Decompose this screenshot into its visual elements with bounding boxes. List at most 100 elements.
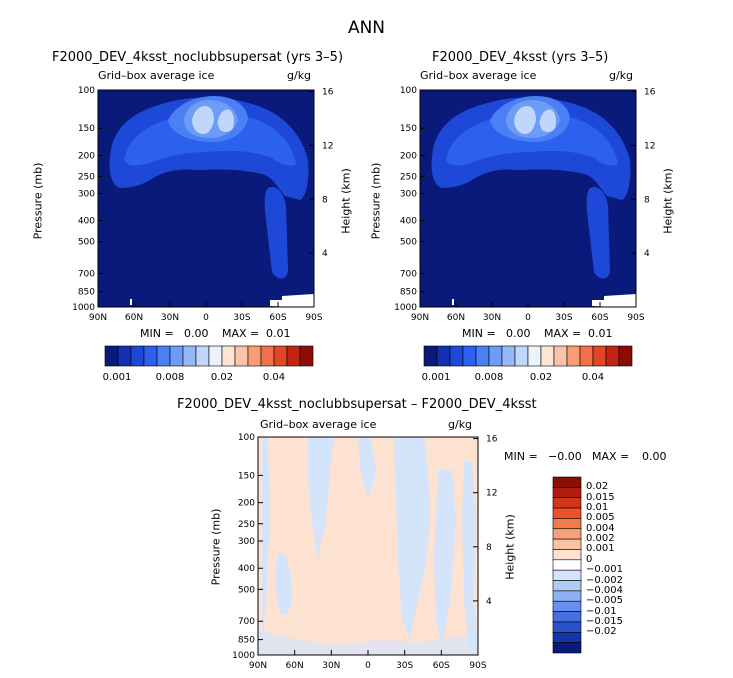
panel1-cb-label-2: 0.02 [210, 372, 234, 383]
panel3-xtick-label-3: 0 [365, 661, 371, 671]
panel3-ytick-label-8: 850 [238, 636, 255, 646]
panel2-xtick-label-4: 30S [555, 313, 572, 323]
panel2-ytick-label-9: 1000 [394, 303, 417, 313]
panel2-cb-label-1: 0.008 [474, 372, 504, 383]
panel3-contour-negative-1 [262, 437, 270, 650]
panel3-yrtick-label-3: 4 [486, 597, 492, 607]
panel2-cb-label-3: 0.04 [581, 372, 605, 383]
panel1-yrtick-label-3: 4 [322, 249, 328, 259]
panel3-cb-swatch-4 [552, 518, 582, 530]
panel1-ytick-label-9: 1000 [72, 303, 95, 313]
panel3-cb-label-2: 0.01 [586, 502, 609, 514]
panel2-ytick-label-5: 400 [400, 217, 417, 227]
panel1-ytick-label-0: 100 [78, 86, 95, 96]
panel2-ytick-label-0: 100 [400, 86, 417, 96]
panel3-cb-swatch-0 [552, 476, 582, 488]
panel3-cb-label-14: −0.02 [586, 626, 617, 638]
panel3-colorbar [552, 476, 582, 654]
panel1-xtick-label-5: 60S [269, 313, 286, 323]
panel3-cb-swatch-9 [552, 569, 582, 581]
panel2-ytick-label-4: 300 [400, 190, 417, 200]
panel2-ytick-label-1: 150 [400, 124, 417, 134]
panel2-ytick-label-7: 700 [400, 269, 417, 279]
panel3-cb-swatch-11 [552, 590, 582, 602]
panel2-x-axis: 90N 60N 30N 0 30S 60S 90S [411, 302, 645, 323]
panel3-xtick-label-0: 90N [249, 661, 267, 671]
panel3-ytick-label-5: 400 [238, 564, 255, 574]
panel2-min-label: MIN = [462, 327, 496, 340]
panel3-cb-label-12: −0.01 [586, 605, 617, 617]
panel1-xtick-label-0: 90N [89, 313, 107, 323]
panel3-ytick-label-7: 700 [238, 617, 255, 627]
panel2-xtick-label-6: 90S [627, 313, 644, 323]
panel1-ytick-label-1: 150 [78, 124, 95, 134]
panel2-yrtick-label-2: 8 [644, 195, 650, 205]
panel2-ytick-label-2: 200 [400, 151, 417, 161]
panel3-cb-label-6: 0.001 [586, 543, 615, 555]
panel3-cb-swatch-10 [552, 580, 582, 592]
panel3-ytick-label-6: 500 [238, 585, 255, 595]
panel1-contour-0-010-east [217, 109, 234, 133]
panel3-contour-negative-surface [258, 630, 478, 655]
panel1-xtick-label-2: 30N [161, 313, 179, 323]
panel2-ytick-label-8: 850 [400, 288, 417, 298]
panel3-units: g/kg [448, 418, 473, 431]
panel2-ytick-label-6: 500 [400, 238, 417, 248]
panel1-ytick-label-6: 500 [78, 238, 95, 248]
panel3-cb-label-7: 0 [586, 553, 593, 565]
panel3-cb-swatch-12 [552, 600, 582, 612]
panel1-max-label: MAX = [222, 327, 260, 340]
panel1-units: g/kg [287, 69, 312, 82]
panel1-cb-swatch-15 [299, 345, 314, 367]
panel1-ytick-label-3: 250 [78, 172, 95, 182]
panel3-yrtick-label-0: 16 [486, 435, 498, 445]
panel1-yrtick-label-1: 12 [322, 141, 333, 151]
panel3-contour-negative-7 [462, 462, 478, 652]
panel2-cb-swatch-15 [618, 345, 633, 367]
panel1-xtick-label-4: 30S [233, 313, 250, 323]
panel1-subtitle: Grid–box average ice [98, 69, 215, 82]
panel2-colorbar [423, 345, 633, 367]
panel1-max-value: 0.01 [266, 327, 291, 340]
panel3-cb-swatch-13 [552, 611, 582, 623]
panel1-missing-land-north [130, 299, 132, 305]
panel3-cb-label-3: 0.005 [586, 512, 615, 524]
panel2-y-axis: 100 150 200 250 300 400 500 700 850 1000 [394, 86, 425, 313]
page-title: ANN [347, 18, 386, 38]
panel3-x-axis: 90N 60N 30N 0 30S 60S 90S [249, 650, 487, 671]
panel1-ytick-label-7: 700 [78, 269, 95, 279]
panel3-xtick-label-2: 30N [322, 661, 340, 671]
panel3-yrtick-label-1: 12 [486, 489, 497, 499]
panel3-cb-label-13: −0.015 [586, 615, 624, 627]
panel1-ytick-label-8: 850 [78, 288, 95, 298]
panel3-cb-label-8: −0.001 [586, 564, 624, 576]
panel3-max-label: MAX = [592, 450, 630, 463]
panel3-subtitle: Grid–box average ice [260, 418, 377, 431]
panel1-cb-label-0: 0.001 [102, 372, 132, 383]
panel1-ytick-label-5: 400 [78, 217, 95, 227]
panel3-cb-label-4: 0.004 [586, 522, 615, 534]
panel2-ytick-label-3: 250 [400, 172, 417, 182]
panel3-contour-negative-2 [275, 551, 293, 615]
panel2-cb-label-2: 0.02 [529, 372, 553, 383]
panel2-xtick-label-3: 0 [525, 313, 531, 323]
panel3-cb-swatch-1 [552, 487, 582, 499]
panel2-title: F2000_DEV_4ksst (yrs 3–5) [432, 50, 609, 65]
panel3-cb-label-0: 0.02 [586, 481, 609, 493]
panel1-xtick-label-1: 60N [125, 313, 143, 323]
panel1-min-label: MIN = [140, 327, 174, 340]
panel3-max-value: 0.00 [642, 450, 667, 463]
panel3-cb-label-10: −0.004 [586, 584, 624, 596]
panel2-units: g/kg [609, 69, 634, 82]
panel3-ytick-label-4: 300 [238, 537, 255, 547]
panel3-contour-negative-6 [434, 470, 456, 650]
panel2-subtitle: Grid–box average ice [420, 69, 537, 82]
panel2-yrtick-label-1: 12 [644, 141, 655, 151]
panel3-cb-swatch-3 [552, 507, 582, 519]
panel2-max-label: MAX = [544, 327, 582, 340]
panel2-xtick-label-5: 60S [591, 313, 608, 323]
panel3-cb-swatch-14 [552, 621, 582, 633]
panel3-cb-swatch-5 [552, 528, 582, 540]
